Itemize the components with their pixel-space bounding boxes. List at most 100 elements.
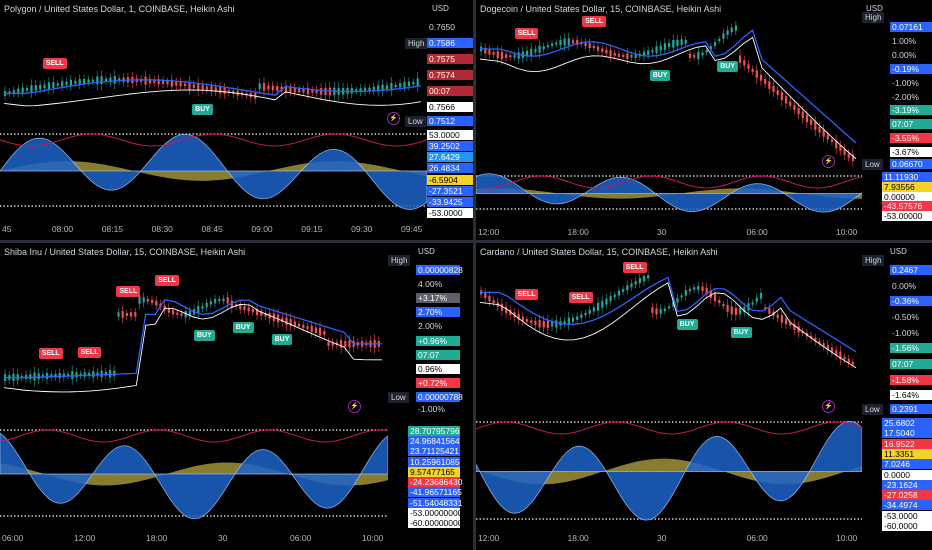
candle-body (517, 52, 520, 59)
candle-body (830, 139, 834, 142)
candle-body (92, 371, 95, 378)
candle-body (542, 46, 545, 50)
chart-pane-shiba[interactable]: Shiba Inu / United States Dollar, 15, CO… (0, 243, 473, 550)
sell-signal: SELL (582, 15, 607, 27)
price-chart[interactable] (476, 243, 862, 550)
price-chart[interactable] (476, 0, 862, 240)
candle-body (50, 374, 53, 378)
candle-body (314, 327, 317, 334)
candle-body (180, 313, 183, 316)
candle-body (542, 320, 545, 328)
candle-body (697, 51, 700, 60)
oscillator-axis-label: 0.00000 (882, 191, 932, 202)
candle-body (96, 372, 99, 376)
candle-body (363, 87, 367, 92)
chart-pane-polygon[interactable]: Polygon / United States Dollar, 1, COINB… (0, 0, 473, 240)
candle-body (743, 60, 746, 66)
buy-signal: BUY (192, 103, 213, 115)
candle-body (41, 374, 44, 378)
price-axis-label: -1.64% (890, 390, 932, 401)
lightning-icon[interactable]: ⚡ (348, 400, 361, 413)
candle-body (789, 101, 792, 106)
candle-body (183, 83, 187, 87)
sell-signal: SELL (622, 261, 647, 273)
candle-body (672, 301, 675, 307)
candle-body (412, 81, 415, 85)
pane-divider-vertical[interactable] (473, 0, 476, 550)
price-axis-label: -3.67% (890, 147, 932, 158)
osc-blue-wave (0, 432, 388, 520)
chart-title: Polygon / United States Dollar, 1, COINB… (4, 4, 235, 14)
price-axis-label: 0.06670 (890, 159, 932, 169)
candle-body (117, 312, 120, 317)
candle-body (91, 79, 94, 82)
lightning-icon[interactable]: ⚡ (822, 155, 835, 168)
candle-body (584, 312, 587, 316)
candle-body (626, 53, 629, 60)
price-axis-label: 0.7586 (427, 38, 473, 48)
candle-body (810, 119, 813, 125)
price-axis-label: -3.55% (890, 133, 932, 144)
candle-body (555, 320, 558, 328)
price-axis-label: -1.56% (890, 343, 932, 354)
price-chart[interactable] (0, 0, 427, 240)
candle-body (801, 111, 804, 119)
candle-body (142, 297, 145, 303)
chart-pane-cardano[interactable]: Cardano / United States Dollar, 15, COIN… (476, 243, 932, 550)
candle-body (705, 49, 708, 53)
oscillator-axis-label: 28.70795796 (408, 426, 460, 436)
candle-body (61, 81, 64, 87)
candle-body (289, 87, 292, 93)
time-axis-label: 08:45 (201, 224, 223, 234)
candle-body (488, 295, 491, 302)
price-axis-label: 0.00000828 (416, 265, 463, 275)
candle-body (320, 88, 323, 95)
buy-signal: BUY (676, 319, 698, 331)
candle-body (281, 317, 284, 322)
price-axis[interactable]: High 0.07161 1.00% 0.00% -0.19% -1.00% -2.00% -… (862, 0, 932, 240)
candle-body (847, 153, 850, 158)
candle-body (534, 320, 537, 325)
oscillator-axis-label: -60.0000 (882, 521, 932, 531)
price-chart[interactable] (0, 243, 388, 550)
oscillator-axis-label: -60.00000000 (408, 518, 463, 528)
lightning-icon[interactable]: ⚡ (387, 112, 400, 125)
candle-body (8, 91, 11, 94)
chart-pane-dogecoin[interactable]: Dogecoin / United States Dollar, 15, COI… (476, 0, 932, 240)
candle-body (153, 79, 156, 84)
candle-body (747, 64, 750, 69)
candle-body (734, 25, 738, 31)
price-axis-label: -2.00% (892, 91, 919, 102)
candle-body (306, 87, 310, 95)
candle-body (205, 86, 209, 90)
candle-body (709, 290, 712, 298)
candle-body (239, 304, 242, 310)
ma-line-white (479, 36, 857, 160)
candle-body (348, 340, 351, 348)
oscillator-axis-label: -33.9425 (427, 196, 473, 207)
pane-divider-horizontal[interactable] (0, 240, 932, 243)
candle-body (551, 43, 554, 46)
candle-body (359, 88, 362, 93)
candle-body (327, 341, 330, 346)
oscillator-axis-label: 10.25961085 (408, 456, 460, 467)
price-axis-label: 0.7575 (427, 54, 473, 64)
candle-body (534, 49, 537, 53)
candle-body (175, 81, 178, 86)
candle-body (839, 145, 842, 151)
candle-body (630, 54, 633, 58)
candle-body (293, 321, 296, 326)
price-axis[interactable]: High 0.2467 0.00% -0.36% -0.50% -1.00% -1.56% 0… (862, 243, 932, 550)
candle-body (789, 322, 792, 326)
price-axis-label: 0.00% (892, 280, 917, 291)
lightning-icon[interactable]: ⚡ (822, 400, 835, 413)
candle-body (344, 340, 347, 347)
ma-line-blue (480, 29, 857, 144)
candle-body (630, 283, 633, 288)
candle-body (96, 76, 99, 85)
oscillator-axis-label: 16.9522 (882, 438, 932, 449)
price-axis[interactable]: 0.7650 High 0.7586 0.7575 0.7574 00:07 0.7566 L… (405, 0, 473, 240)
candle-body (843, 356, 846, 360)
price-axis[interactable]: High 0.00000828 4.00% +3.17% 2.70% 2.00% +0.96… (388, 243, 473, 550)
candle-body (814, 337, 817, 342)
